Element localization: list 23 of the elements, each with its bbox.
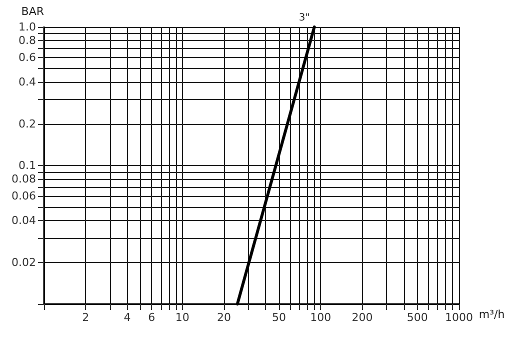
series-label: 3" — [298, 12, 310, 24]
y-tick-label: 0.04 — [12, 214, 36, 228]
y-tick-label: 0.02 — [12, 256, 36, 269]
x-tick-label: 4 — [124, 311, 131, 324]
y-tick-label: 0.2 — [18, 117, 36, 130]
y-tick-label: 0.8 — [18, 34, 36, 47]
y-tick-label: 0.6 — [18, 51, 36, 64]
x-tick-label: 1000 — [445, 311, 473, 324]
y-tick-label: 0.4 — [18, 76, 36, 89]
y-tick-label: 0.06 — [12, 190, 36, 203]
x-tick-label: 50 — [272, 311, 286, 324]
y-tick-label: 0.08 — [12, 172, 36, 186]
x-tick-label: 500 — [406, 311, 428, 324]
x-axis-title: m³/h — [478, 308, 505, 321]
x-tick-label: 100 — [310, 311, 332, 324]
x-tick-label: 20 — [216, 311, 231, 324]
x-tick-label: 200 — [352, 311, 373, 324]
y-axis-title: BAR — [21, 5, 44, 18]
x-tick-label: 2 — [82, 311, 90, 324]
y-tick-label: 1.0 — [18, 20, 36, 34]
x-tick-label: 6 — [148, 311, 156, 324]
y-tick-label: 0.1 — [18, 159, 36, 172]
x-tick-label: 10 — [175, 311, 190, 324]
